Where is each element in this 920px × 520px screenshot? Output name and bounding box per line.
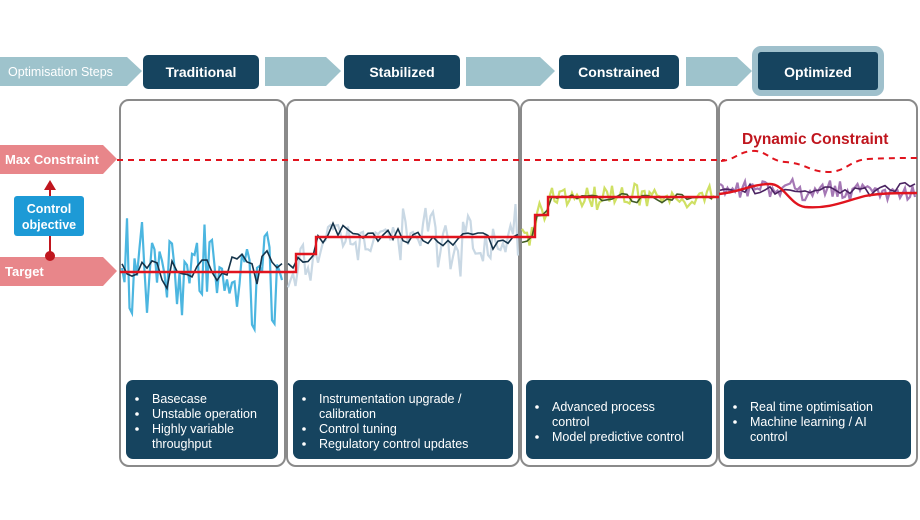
- desc-bullet-text: calibration: [319, 407, 376, 421]
- desc-bullet-text: control: [750, 430, 788, 444]
- step-connector-arrow-1: [265, 57, 341, 86]
- control-objective-box: [14, 196, 84, 236]
- control-objective-line-2: objective: [22, 218, 76, 232]
- target-label: Target: [5, 264, 44, 279]
- desc-bullet-text: Control tuning: [319, 422, 397, 436]
- bullet-dot-icon: [135, 412, 139, 416]
- bullet-dot-icon: [535, 405, 539, 409]
- desc-box-traditional: [126, 380, 278, 459]
- stage-box-constrained: [559, 55, 679, 89]
- optimized-setpoint-line: [718, 182, 918, 209]
- stage-title-constrained: Constrained: [578, 64, 660, 80]
- desc-bullet-text: Unstable operation: [152, 407, 257, 421]
- desc-bullet-text: Real time optimisation: [750, 400, 873, 414]
- bullet-dot-icon: [135, 427, 139, 431]
- dynamic-constraint-label: Dynamic Constraint: [742, 131, 888, 148]
- desc-list-stabilized: Instrumentation upgrade /calibrationCont…: [302, 392, 468, 451]
- steps-label-arrow: [0, 57, 142, 86]
- desc-box-optimized: [724, 380, 911, 459]
- desc-bullet-text: Model predictive control: [552, 430, 684, 444]
- desc-bullet-text: Machine learning / AI: [750, 415, 867, 429]
- bullet-dot-icon: [733, 405, 737, 409]
- objective-target-dot-icon: [45, 251, 55, 261]
- desc-bullet-text: throughput: [152, 437, 212, 451]
- panel-traditional: [119, 99, 286, 467]
- stage-title-stabilized: Stabilized: [369, 64, 434, 80]
- bullet-dot-icon: [302, 427, 306, 431]
- signal-trace-optimized: [719, 181, 916, 198]
- bullet-dot-icon: [302, 397, 306, 401]
- stage-box-optimized: [752, 46, 884, 96]
- signal-trace-traditional: [121, 249, 283, 291]
- panel-stabilized: [286, 99, 520, 467]
- panel-optimized: [718, 99, 918, 467]
- target-setpoint-line: [120, 195, 719, 274]
- max-constraint-arrow: [0, 145, 117, 174]
- stage-title-optimized: Optimized: [784, 64, 852, 80]
- noise-trace-constrained: [521, 182, 716, 246]
- stage-box-stabilized: [344, 55, 460, 89]
- noise-trace-stabilized: [286, 204, 520, 288]
- desc-box-stabilized: [293, 380, 513, 459]
- target-arrow: [0, 257, 117, 286]
- steps-label: Optimisation Steps: [8, 65, 113, 79]
- desc-bullet-text: Instrumentation upgrade /: [319, 392, 462, 406]
- desc-bullet-text: Basecase: [152, 392, 207, 406]
- bullet-dot-icon: [302, 442, 306, 446]
- bullet-dot-icon: [733, 420, 737, 424]
- panel-constrained: [520, 99, 718, 467]
- dynamic-constraint-line: [720, 149, 919, 174]
- step-connector-arrow-2: [466, 57, 555, 86]
- desc-bullet-text: Highly variable: [152, 422, 234, 436]
- bullet-dot-icon: [535, 435, 539, 439]
- desc-bullet-text: Regulatory control updates: [319, 437, 468, 451]
- desc-box-constrained: [526, 380, 712, 459]
- bullet-dot-icon: [135, 397, 139, 401]
- desc-bullet-text: Advanced process: [552, 400, 655, 414]
- max-constraint-label: Max Constraint: [5, 152, 100, 167]
- noise-trace-optimized: [719, 176, 917, 204]
- control-objective-line-1: Control: [27, 202, 71, 216]
- stage-box-traditional: [143, 55, 259, 89]
- desc-bullet-text: control: [552, 415, 590, 429]
- stage-title-traditional: Traditional: [166, 64, 237, 80]
- objective-up-arrowhead-icon: [44, 180, 56, 190]
- step-connector-arrow-3: [686, 57, 752, 86]
- noise-trace-traditional: [120, 218, 284, 334]
